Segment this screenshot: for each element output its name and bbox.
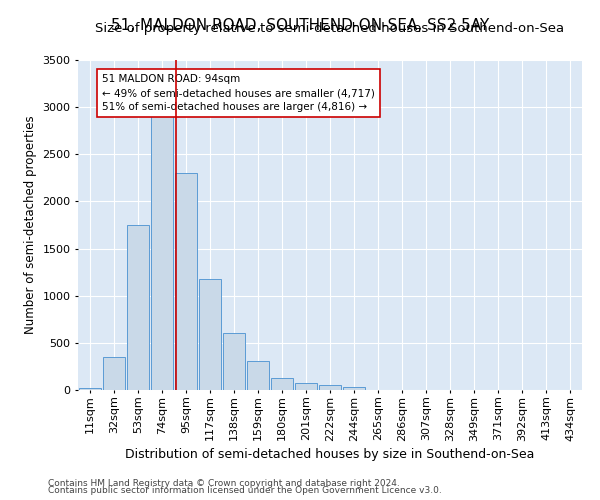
X-axis label: Distribution of semi-detached houses by size in Southend-on-Sea: Distribution of semi-detached houses by … <box>125 448 535 460</box>
Bar <box>271 378 293 390</box>
Text: Contains public sector information licensed under the Open Government Licence v3: Contains public sector information licen… <box>48 486 442 495</box>
Bar <box>223 334 245 390</box>
Y-axis label: Number of semi-detached properties: Number of semi-detached properties <box>23 116 37 334</box>
Text: 51 MALDON ROAD: 94sqm
← 49% of semi-detached houses are smaller (4,717)
51% of s: 51 MALDON ROAD: 94sqm ← 49% of semi-deta… <box>102 74 375 112</box>
Bar <box>247 361 269 390</box>
Bar <box>319 385 341 390</box>
Text: 51, MALDON ROAD, SOUTHEND-ON-SEA, SS2 5AY: 51, MALDON ROAD, SOUTHEND-ON-SEA, SS2 5A… <box>111 18 489 32</box>
Bar <box>151 112 173 390</box>
Bar <box>199 279 221 390</box>
Bar <box>343 386 365 390</box>
Bar <box>295 383 317 390</box>
Text: Contains HM Land Registry data © Crown copyright and database right 2024.: Contains HM Land Registry data © Crown c… <box>48 478 400 488</box>
Bar <box>175 173 197 390</box>
Bar <box>79 388 101 390</box>
Bar <box>103 357 125 390</box>
Title: Size of property relative to semi-detached houses in Southend-on-Sea: Size of property relative to semi-detach… <box>95 22 565 35</box>
Bar <box>127 225 149 390</box>
